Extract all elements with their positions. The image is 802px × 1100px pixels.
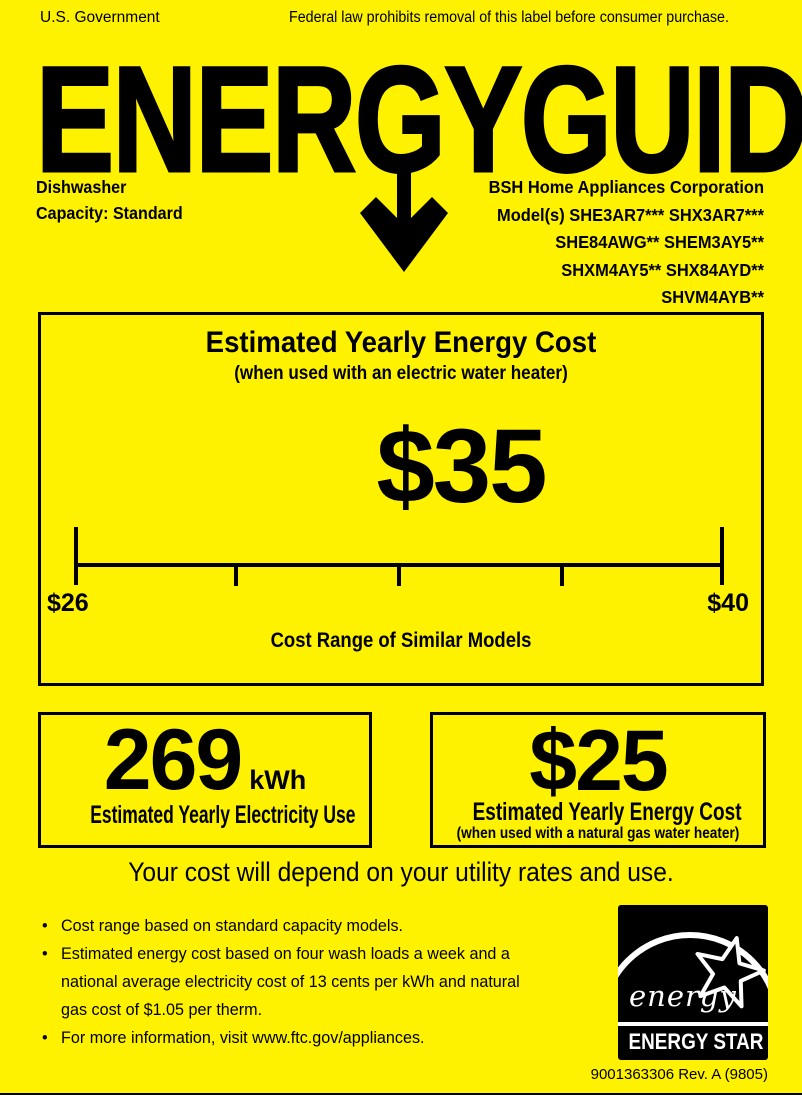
cost-range-max-label: $40 [707, 589, 749, 617]
down-arrow-icon [352, 161, 456, 274]
fine-print-bullets: • Cost range based on standard capacity … [42, 912, 588, 1052]
bottom-margin [0, 1095, 802, 1100]
part-number: 9001363306 Rev. A (9805) [590, 1066, 768, 1083]
government-text: U.S. Government [40, 9, 160, 26]
gas-cost-sublabel: (when used with a natural gas water heat… [456, 825, 740, 842]
axis-tick-mid [397, 563, 401, 586]
bottom-rule [0, 1093, 802, 1095]
product-capacity: Capacity: Standard [36, 203, 183, 223]
gas-cost-label: Estimated Yearly Energy Cost [472, 798, 742, 826]
bullet-item: • For more information, visit www.ftc.go… [42, 1024, 588, 1052]
energy-star-divider [618, 1022, 768, 1026]
bullet-text: Estimated energy cost based on four wash… [61, 944, 510, 963]
bullet-icon: • [42, 916, 48, 935]
energy-script-text: energy [629, 979, 737, 1013]
panel-subtitle: (when used with an electric water heater… [234, 363, 568, 384]
gas-cost-box: $25 Estimated Yearly Energy Cost (when u… [430, 712, 766, 848]
yearly-energy-cost-panel: Estimated Yearly Energy Cost (when used … [38, 312, 764, 686]
bullet-text: gas cost of $1.05 per therm. [61, 1000, 263, 1019]
electricity-use-value: 269 [103, 712, 243, 808]
legal-notice-text: Federal law prohibits removal of this la… [289, 9, 729, 26]
bullet-icon: • [42, 1028, 48, 1047]
electricity-use-unit: kWh [249, 765, 307, 795]
energy-star-logo: energy ENERGY STAR [618, 905, 768, 1060]
electricity-value-row: 269 kWh [41, 717, 369, 803]
energy-star-label: ENERGY STAR [628, 1029, 764, 1054]
axis-tick-mid [560, 563, 564, 586]
electricity-use-box: 269 kWh Estimated Yearly Electricity Use [38, 712, 372, 848]
product-info: Dishwasher Capacity: Standard [36, 174, 183, 226]
model-line: SHXM4AY5** SHX84AYD** [561, 259, 764, 280]
bullet-item: • Estimated energy cost based on four wa… [42, 940, 588, 1024]
cost-range-caption: Cost Range of Similar Models [270, 629, 532, 652]
product-type: Dishwasher [36, 177, 127, 197]
bullet-text: For more information, visit www.ftc.gov/… [61, 1028, 425, 1047]
cost-range-min-label: $26 [47, 589, 89, 617]
electricity-use-label: Estimated Yearly Electricity Use [90, 801, 356, 829]
model-line: SHE84AWG** SHEM3AY5** [555, 232, 764, 252]
energy-star-graphic [618, 932, 768, 1009]
axis-tick-max [720, 527, 724, 585]
star-icon [695, 936, 766, 1009]
model-line: SHVM4AYB** [661, 287, 764, 307]
model-line: Model(s) SHE3AR7*** SHX3AR7*** [497, 204, 764, 225]
bullet-item: • Cost range based on standard capacity … [42, 912, 588, 940]
bullet-text: national average electricity cost of 13 … [61, 972, 520, 991]
manufacturer-name: BSH Home Appliances Corporation [488, 177, 764, 197]
bullet-icon: • [42, 944, 48, 963]
estimated-cost-value: $35 [376, 408, 547, 525]
energyguide-wordmark: ENERGYGUIDE [35, 35, 802, 203]
axis-tick-min [74, 527, 78, 585]
utility-rates-headline: Your cost will depend on your utility ra… [128, 857, 674, 887]
axis-tick-mid [234, 563, 238, 586]
manufacturer-info: BSH Home Appliances Corporation Model(s)… [489, 174, 764, 312]
bullet-text: Cost range based on standard capacity mo… [61, 916, 404, 935]
gas-cost-value: $25 [529, 713, 669, 809]
panel-title: Estimated Yearly Energy Cost [205, 326, 597, 359]
